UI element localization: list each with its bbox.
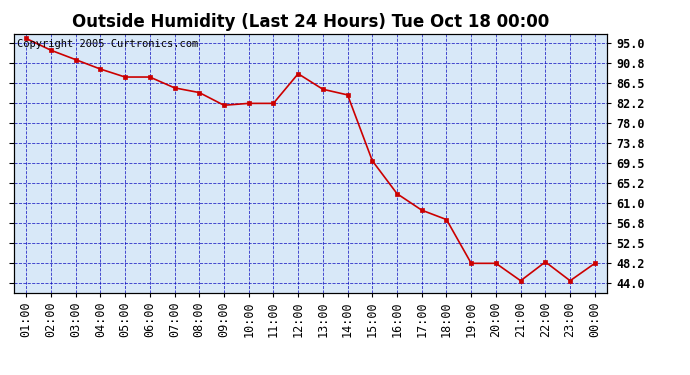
Title: Outside Humidity (Last 24 Hours) Tue Oct 18 00:00: Outside Humidity (Last 24 Hours) Tue Oct… xyxy=(72,13,549,31)
Text: Copyright 2005 Curtronics.com: Copyright 2005 Curtronics.com xyxy=(17,39,198,49)
